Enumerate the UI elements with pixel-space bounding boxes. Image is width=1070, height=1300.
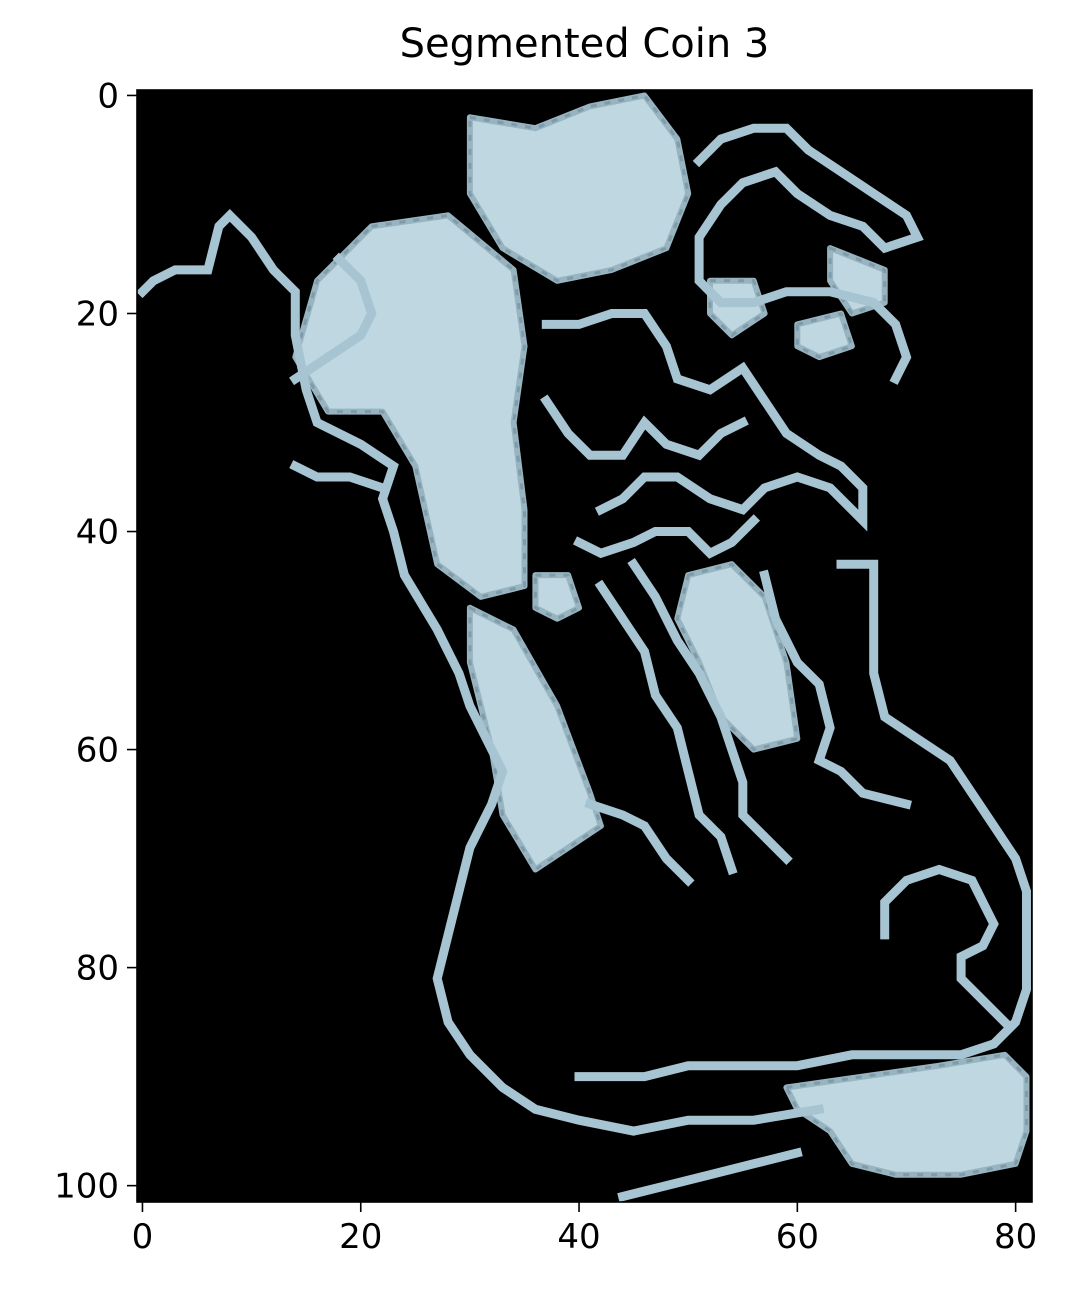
edge-lower-strand [584,798,695,887]
edge-inner-web [541,309,868,532]
edge-outline-left [137,209,825,1136]
plot-frame [136,89,1033,1203]
region-small-blob-b [707,277,768,339]
edge-inner-web-3 [572,514,761,559]
x-tick-label: 20 [339,1217,382,1257]
edge-outline-right-lower [574,559,1031,1082]
edge-bottom-strand [617,1147,803,1202]
region-lower-arm [466,604,604,873]
y-tick-label: 20 [76,294,119,334]
region-texture-top-plate [468,93,690,283]
y-tick-label: 100 [54,1167,119,1207]
edge-coil-right [880,864,1012,1029]
edge-inner-web-5 [627,557,793,865]
edge-inner-left-strand [289,460,389,494]
region-texture-small-blob-d [828,245,887,316]
region-texture-mid-right-blob [675,562,799,752]
x-tick-label: 60 [776,1217,819,1257]
edge-inner-web-6 [759,569,912,810]
edge-inner-web-2 [540,394,749,461]
chart-title: Segmented Coin 3 [399,21,770,67]
edge-outline-top-right [692,123,924,385]
y-tick-label: 40 [76,513,119,553]
region-texture-bottom-right-blob [784,1053,1028,1177]
edge-inner-left-loop [289,252,377,386]
region-texture-small-blob-c [795,311,854,359]
region-small-blob-a [532,572,582,622]
x-tick-label: 0 [132,1217,154,1257]
x-tick-label: 40 [557,1217,600,1257]
edge-inner-web-4 [594,579,738,876]
y-tick-label: 60 [76,731,119,771]
x-tick-label: 80 [994,1217,1037,1257]
y-tick-label: 0 [97,76,119,116]
axes-layer: 0 20 40 60 80 0 20 40 60 80 100 [54,76,1037,1257]
y-tick-label: 80 [76,949,119,989]
image-layer [137,92,1031,1202]
